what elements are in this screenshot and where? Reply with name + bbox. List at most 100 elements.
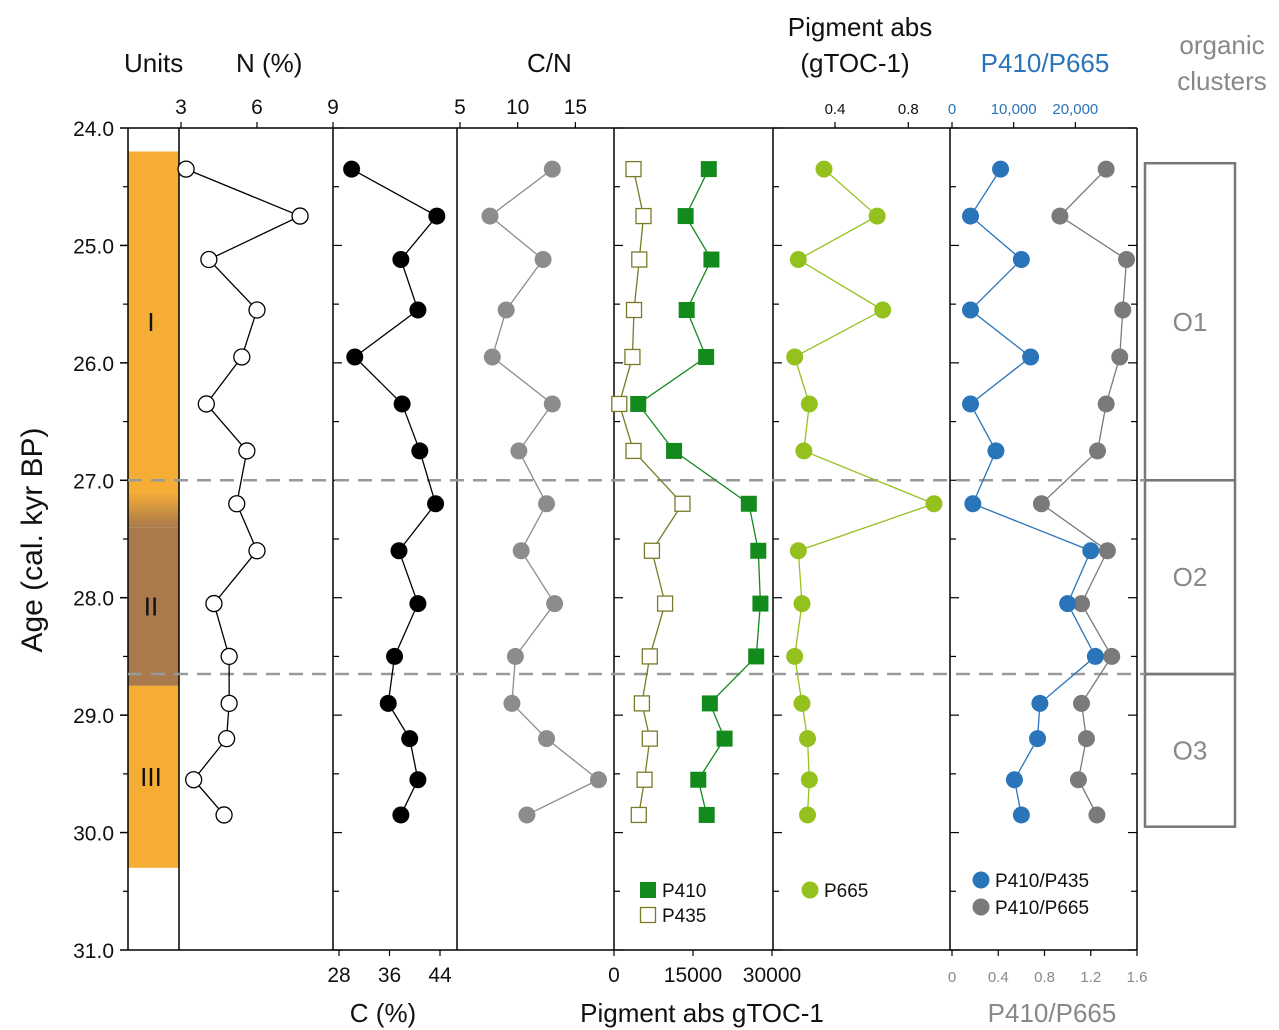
p435-series-point (641, 648, 658, 665)
legend-p410-p665-text: P410/P665 (995, 898, 1089, 919)
cn-series-point (483, 348, 501, 366)
p410-p665-series-point (1073, 694, 1090, 712)
y-tick-label: 30.0 (73, 823, 114, 846)
ratio-bottom-label: P410/P665 (988, 998, 1117, 1028)
n-series-point (228, 495, 246, 513)
pigment-axis-label: Pigment abs gTOC-1 (580, 998, 824, 1028)
p410-p665-series-point (1097, 395, 1115, 413)
p435-series-point (624, 348, 641, 366)
p410-p665-series-point (1114, 301, 1132, 319)
cn-series-point (512, 542, 530, 560)
p410-p435-series-line (969, 168, 1097, 816)
bottom-tick-label: 0 (608, 964, 620, 987)
y-tick-label: 31.0 (73, 940, 114, 963)
p435-series-point (643, 542, 661, 559)
p665-series-point (815, 160, 833, 178)
p410-p435-series-point (1022, 348, 1040, 366)
p435-series-point (611, 395, 628, 413)
p410-p665-series-point (1069, 771, 1087, 789)
units-header: Units (124, 48, 183, 78)
n-series-point (291, 207, 309, 225)
p410-p665-series-point (1103, 647, 1121, 665)
c-series-line (351, 168, 438, 816)
bottom-tick-label: 44 (428, 964, 452, 987)
legend-p410-p435-marker (972, 871, 990, 889)
p665-series-point (789, 542, 807, 560)
cn-series-point (481, 207, 499, 225)
p410-series-point (678, 302, 695, 319)
p410-p435-series-point (1082, 542, 1100, 560)
p410-p435-series-point (1059, 595, 1077, 613)
c-series-point (409, 301, 427, 319)
n-series-point (185, 771, 203, 789)
cn-series-point (589, 771, 607, 789)
cn-series-point (506, 647, 524, 665)
c-series-point (411, 442, 429, 460)
cluster-label-O2: O2 (1173, 562, 1208, 592)
cn-series-point (538, 495, 556, 513)
p435-series-point (631, 251, 648, 268)
n-series-point (248, 301, 266, 319)
p665-series-point (786, 647, 804, 665)
p410-series-line (637, 168, 762, 816)
bottom-tick-label: 28 (327, 964, 350, 987)
p410-p665-series-line (1040, 168, 1128, 816)
p410-series-point (716, 730, 733, 747)
c-series-point (401, 730, 419, 748)
top-tick-label: 15 (564, 96, 587, 119)
top-tick-label: 5 (454, 96, 466, 119)
cn-series-point (543, 160, 561, 178)
p435-series-line (618, 168, 684, 816)
p435-series-point (636, 771, 653, 788)
n-series-point (248, 542, 266, 560)
legend-p665-marker (801, 881, 819, 899)
p410-series-point (698, 806, 715, 823)
p410-p665-series-point (1098, 542, 1116, 560)
p435-series-point (674, 495, 691, 512)
p410-p665-series-point (1073, 595, 1090, 613)
p410-p435-series-point (992, 160, 1010, 178)
p665-series-point (799, 730, 816, 748)
unit-band-1 (128, 151, 179, 493)
c-series-point (428, 207, 446, 225)
p435-series-point (630, 806, 647, 824)
p410-series-point (630, 395, 647, 412)
top-tick-label: 20,000 (1052, 101, 1098, 118)
p665-series-point (874, 301, 892, 319)
p665-series-line (793, 168, 936, 815)
p410-series-point (677, 208, 694, 225)
cn-series-point (534, 251, 552, 269)
p410-series-point (740, 495, 757, 512)
c-axis-label: C (%) (350, 998, 416, 1028)
p665-series-point (793, 694, 811, 712)
bottom-tick-label: 0 (948, 969, 956, 986)
legend-p410-marker (640, 882, 656, 898)
p410-p665-series-point (1032, 495, 1050, 513)
p665-series-point (868, 207, 886, 225)
cn-panel-title: C/N (527, 48, 572, 78)
n-panel-title: N (%) (236, 48, 302, 78)
p410-series-point (701, 695, 718, 712)
p665-series-point (786, 348, 804, 366)
y-axis-label: Age (cal. kyr BP) (16, 427, 49, 652)
p410-p435-series-point (962, 301, 979, 319)
bottom-tick-label: 0.8 (1034, 969, 1055, 986)
p665-series-point (799, 806, 816, 824)
n-series-point (238, 442, 256, 460)
y-tick-label: 28.0 (73, 588, 114, 611)
p410-p435-series-point (1005, 771, 1023, 789)
cluster-label-O1: O1 (1173, 307, 1208, 337)
p435-series-point (625, 160, 642, 178)
n-series-point (233, 348, 251, 366)
p665-series-point (793, 595, 811, 613)
c-series-point (392, 806, 410, 824)
bottom-tick-label: 0.4 (988, 969, 1009, 986)
legend-p665-text: P665 (824, 881, 868, 902)
p435-series-point (641, 730, 658, 747)
c-series-point (390, 542, 408, 560)
p410-p435-series-point (962, 207, 979, 225)
n-series-point (205, 594, 223, 613)
p410-series-point (703, 251, 720, 268)
top-tick-label: 10,000 (991, 101, 1037, 118)
p410-p435-series-point (1031, 694, 1049, 712)
